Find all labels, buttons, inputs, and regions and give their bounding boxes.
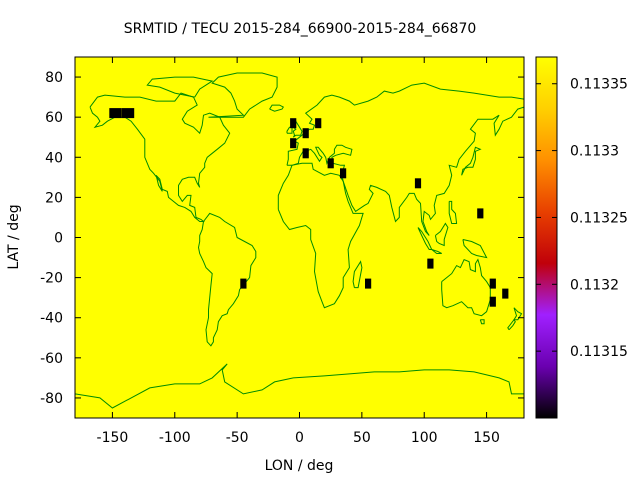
coastline-path: [146, 76, 214, 98]
y-tick-label: 40: [45, 150, 63, 166]
y-tick-label: 0: [54, 231, 63, 247]
station-marker: [109, 108, 116, 119]
y-tick-label: 20: [45, 190, 63, 206]
x-tick-label: 0: [295, 430, 304, 446]
x-tick-label: 100: [411, 430, 438, 446]
station-marker: [302, 128, 309, 139]
y-tick-label: -20: [40, 271, 63, 287]
colorbar-gradient: [535, 56, 558, 419]
coastline-path: [89, 92, 231, 222]
coastline-path: [277, 162, 364, 309]
station-marker: [414, 178, 422, 189]
x-axis-label: LON / deg: [265, 458, 334, 474]
station-marker: [121, 108, 128, 119]
station-marker: [240, 278, 247, 289]
station-marker: [115, 108, 122, 119]
coastline-path: [434, 222, 449, 247]
station-marker: [302, 148, 309, 159]
colorbar-tick-label: 0.11335: [570, 77, 628, 93]
colorbar-ticks: 0.11335 0.1133 0.11325 0.1132 0.11315: [536, 77, 628, 360]
coastline-path: [513, 307, 523, 321]
y-tick-label: -60: [40, 351, 63, 367]
y-tick-label: -80: [40, 391, 63, 407]
station-marker: [315, 118, 322, 129]
coastline-path: [75, 363, 524, 409]
station-marker: [502, 288, 509, 299]
station-marker: [489, 278, 496, 289]
coastline-path: [269, 104, 285, 112]
station-marker: [427, 258, 434, 269]
coastline-path: [197, 212, 257, 347]
station-marker: [290, 138, 297, 149]
station-marker: [290, 118, 297, 129]
coastline-path: [431, 249, 442, 254]
coastline-path: [441, 258, 491, 317]
y-tick-label: -40: [40, 311, 63, 327]
coastline-path: [507, 318, 516, 331]
coastline-path: [461, 146, 482, 176]
y-tick-label: 80: [45, 70, 63, 86]
x-tick-label: -150: [97, 430, 129, 446]
station-marker: [489, 296, 496, 307]
station-marker: [327, 158, 334, 169]
y-axis-label: LAT / deg: [6, 204, 22, 269]
station-markers: [109, 108, 509, 307]
coastline-path: [448, 200, 458, 224]
station-marker: [128, 108, 135, 119]
coastline-path: [352, 260, 363, 289]
station-marker: [340, 168, 347, 179]
coastline-path: [208, 72, 278, 118]
y-tick-label: 60: [45, 110, 63, 126]
plot-background: [75, 57, 524, 418]
x-tick-label: 50: [353, 430, 371, 446]
x-tick-label: -50: [226, 430, 249, 446]
y-axis: 80 60 40 20 0 -20 -40 -60 -80: [40, 70, 524, 407]
chart-title: SRMTID / TECU 2015-284_66900-2015-284_66…: [124, 21, 477, 37]
plot-area: [74, 56, 525, 419]
colorbar: 0.11335 0.1133 0.11325 0.1132 0.11315: [535, 56, 628, 419]
x-tick-label: 150: [473, 430, 500, 446]
coastlines: [75, 72, 524, 418]
colorbar-tick-label: 0.1132: [570, 277, 619, 293]
colorbar-tick-label: 0.1133: [570, 144, 619, 160]
coastline-path: [479, 319, 485, 325]
x-axis: -150 -100 -50 0 50 100 150: [97, 57, 500, 446]
colorbar-tick-label: 0.11315: [570, 344, 628, 360]
colorbar-tick-label: 0.11325: [570, 210, 628, 226]
coastline-path: [286, 82, 524, 236]
station-marker: [477, 208, 484, 219]
station-marker: [365, 278, 372, 289]
coastline-path: [417, 227, 433, 250]
x-tick-label: -100: [159, 430, 191, 446]
coastline-path: [462, 239, 488, 259]
